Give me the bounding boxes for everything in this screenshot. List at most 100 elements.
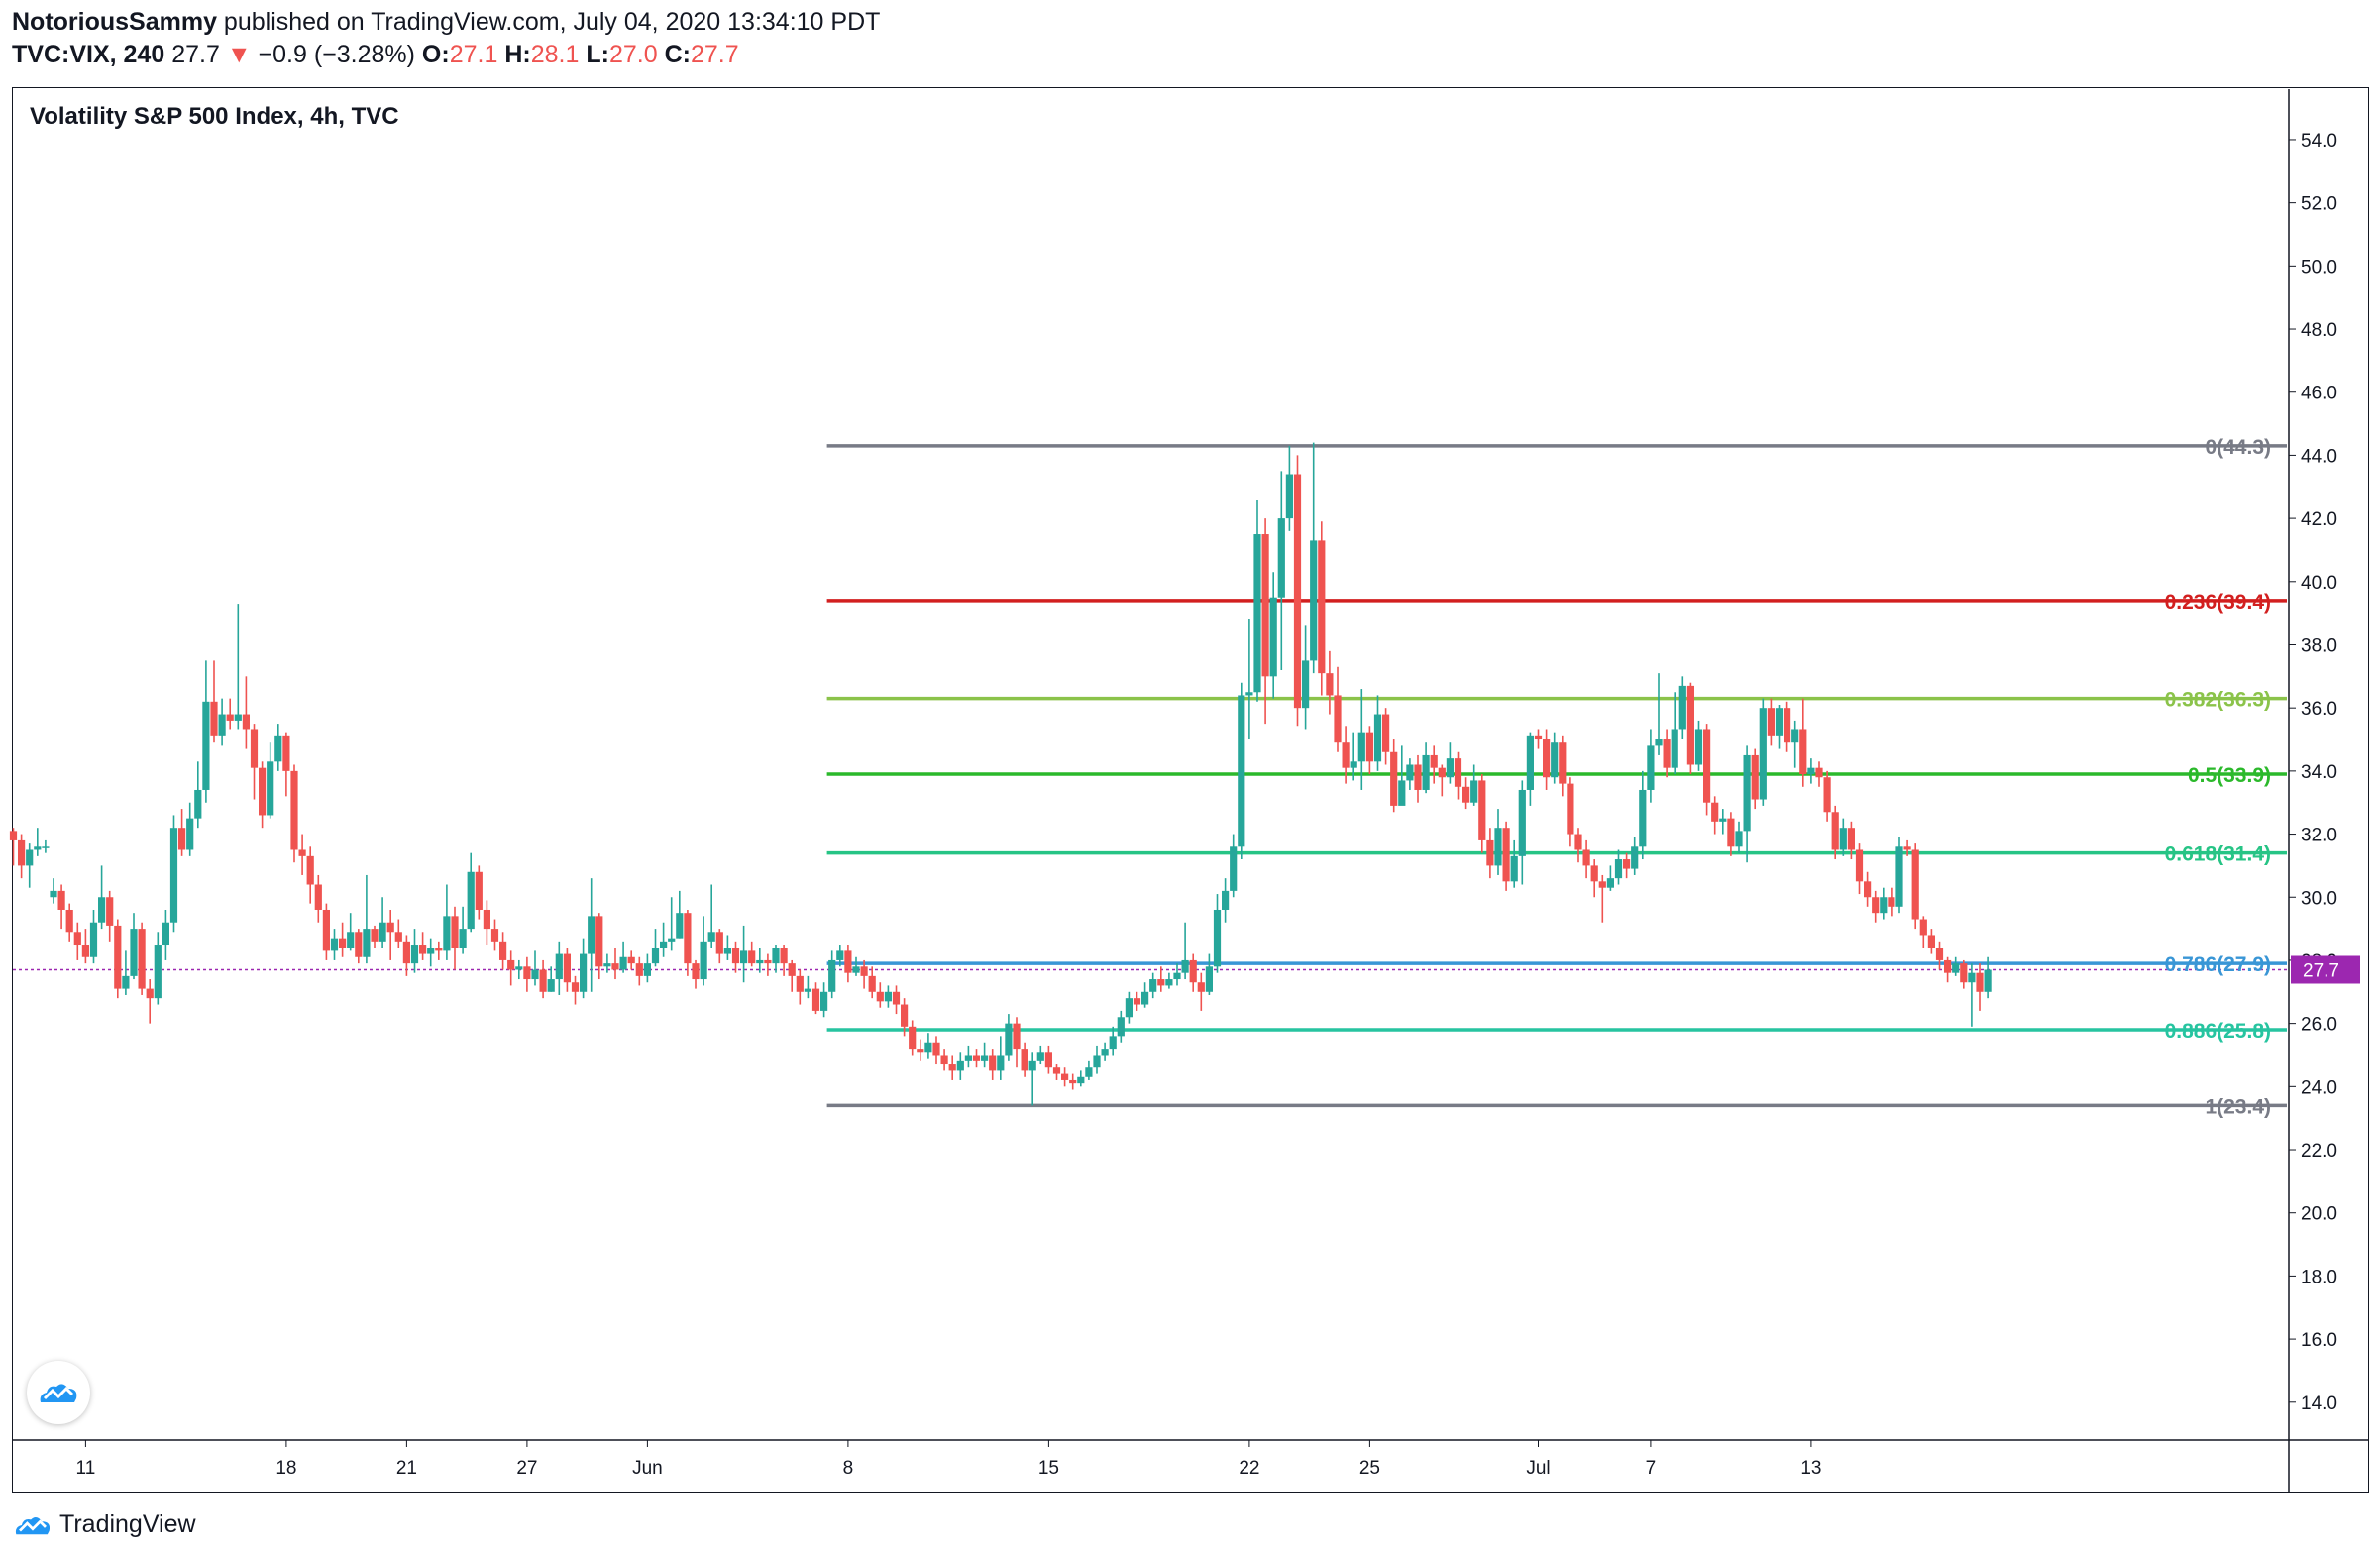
candle-body <box>162 922 169 946</box>
candle-body <box>202 701 210 790</box>
candle-body <box>114 925 122 989</box>
candle-body <box>122 975 130 989</box>
price-tick-label: 54.0 <box>2301 131 2337 152</box>
fibonacci-retracement[interactable] <box>826 444 2287 1108</box>
candle-body <box>267 761 274 816</box>
candle-body <box>1149 979 1157 992</box>
candle-body <box>989 1055 997 1071</box>
footer-brand-text: TradingView <box>59 1510 196 1538</box>
candle-body <box>1614 859 1623 879</box>
chart-frame[interactable] <box>12 87 2369 1493</box>
fib-labels: 0(44.3) 0.236(39.4) 0.382(36.3) 0.5(33.9) 0.… <box>2165 436 2271 1119</box>
candle-body <box>948 1064 956 1071</box>
candle-body <box>1285 474 1293 519</box>
candle-body <box>1085 1067 1093 1077</box>
time-tick-label: 15 <box>1038 1458 1059 1479</box>
candle-body <box>1365 732 1373 762</box>
change-arrow-icon: ▼ <box>226 41 252 68</box>
candle-body <box>668 938 676 942</box>
candle-body <box>427 948 435 954</box>
candle-body <box>1968 972 1976 983</box>
candle-body <box>81 945 89 957</box>
candle-body <box>26 849 34 866</box>
candle-body <box>611 963 619 970</box>
price-tick-label: 48.0 <box>2301 320 2337 341</box>
candle-body <box>1036 1052 1044 1061</box>
candle-body <box>483 909 490 930</box>
candle-body <box>130 929 138 976</box>
candle-body <box>1181 959 1189 973</box>
candle-body <box>1077 1076 1085 1084</box>
price-tick-label: 50.0 <box>2301 257 2337 278</box>
price-axis[interactable]: 54.0 52.0 50.0 48.0 46.0 44.0 42.0 40.0 38.0 36.0… <box>13 89 2368 1492</box>
candle-body <box>146 988 154 999</box>
candle-body <box>651 948 660 964</box>
high-value: 28.1 <box>530 41 580 68</box>
candle-body <box>1326 673 1334 696</box>
candle-body <box>1197 982 1205 992</box>
candle-body <box>1446 758 1454 778</box>
candle-body <box>1598 881 1606 888</box>
price-tick-label: 46.0 <box>2301 384 2337 404</box>
candle-body <box>1117 1017 1125 1037</box>
candle-body <box>1318 540 1326 674</box>
price-tick-label: 38.0 <box>2301 635 2337 656</box>
time-axis[interactable]: 11 18 21 27 Jun 8 15 22 25 Jul 7 13 <box>76 1440 1822 1479</box>
fib-level-label: 1(23.4) <box>2205 1095 2271 1118</box>
candle-body <box>1093 1055 1101 1068</box>
price-tick-label: 42.0 <box>2301 509 2337 530</box>
candle-body <box>394 932 402 942</box>
candle-body <box>419 945 427 954</box>
candle-body <box>1005 1023 1013 1056</box>
candle-body <box>1574 834 1582 850</box>
candle-body <box>884 991 892 1002</box>
candle-body <box>1543 739 1551 778</box>
candle-body <box>1302 660 1310 709</box>
footer-brand[interactable]: TradingView <box>12 1510 196 1539</box>
candle-body <box>547 979 555 992</box>
candle-body <box>580 953 588 992</box>
fib-level-label: 0(44.3) <box>2205 436 2271 459</box>
candle-body <box>1406 764 1414 781</box>
chart-canvas[interactable]: 0(44.3) 0.236(39.4) 0.382(36.3) 0.5(33.9) 0.… <box>0 0 2380 1506</box>
candle-body <box>322 909 330 951</box>
candle-body <box>523 966 531 980</box>
candle-body <box>1944 959 1952 973</box>
candle-body <box>828 959 836 992</box>
tradingview-logo-button[interactable] <box>27 1361 90 1424</box>
candle-body <box>330 938 339 951</box>
candle-body <box>178 828 186 850</box>
price-tick-label: 44.0 <box>2301 446 2337 467</box>
candle-body <box>1711 802 1719 822</box>
price-tick-label: 52.0 <box>2301 194 2337 215</box>
candle-body <box>1984 969 1992 992</box>
candle-body <box>860 966 868 976</box>
candle-body <box>490 929 499 942</box>
close-value: 27.7 <box>690 41 739 68</box>
open-value: 27.1 <box>449 41 498 68</box>
candle-body <box>715 932 723 954</box>
candle-body <box>1414 764 1422 790</box>
candle-body <box>1935 948 1944 960</box>
tradingview-cloud-icon <box>40 1384 77 1402</box>
time-tick-label: 18 <box>275 1458 296 1479</box>
time-tick-label: Jun <box>632 1458 663 1479</box>
candle-body <box>226 714 234 721</box>
candle-body <box>901 1004 909 1027</box>
candle-body <box>1703 729 1711 803</box>
candle-body <box>740 950 748 964</box>
candle-body <box>619 956 627 970</box>
low-label: L: <box>586 41 609 68</box>
candle-body <box>73 932 81 946</box>
candle-body <box>306 855 314 885</box>
author-name[interactable]: NotoriousSammy <box>12 8 217 36</box>
candle-body <box>1189 959 1197 983</box>
candle-body <box>1784 708 1791 743</box>
fib-level-label: 0.786(27.9) <box>2165 953 2271 976</box>
candle-body <box>684 913 692 964</box>
time-tick-label: 22 <box>1239 1458 1259 1479</box>
open-label: O: <box>421 41 450 68</box>
last-price-tag <box>2291 955 2360 984</box>
time-tick-label: 11 <box>76 1458 96 1479</box>
candle-body <box>1101 1049 1109 1056</box>
